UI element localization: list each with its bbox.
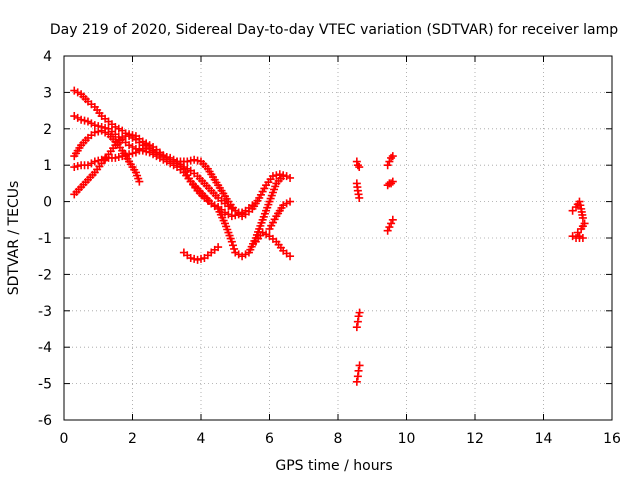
y-tick-label: 2	[43, 122, 52, 138]
y-axis-label: SDTVAR / TECUs	[6, 181, 22, 296]
data-point	[354, 312, 363, 321]
x-tick-label: 10	[398, 431, 416, 447]
x-axis-label: GPS time / hours	[275, 458, 392, 474]
data-point	[576, 201, 585, 210]
data-point	[383, 226, 392, 235]
x-tick-label: 6	[265, 431, 274, 447]
y-tick-label: -2	[38, 267, 52, 283]
y-tick-label: -1	[38, 231, 52, 247]
data-point	[228, 241, 237, 250]
data-point	[387, 219, 396, 228]
data-series	[383, 152, 397, 170]
data-point	[286, 252, 295, 261]
data-series	[265, 197, 295, 233]
data-point	[388, 177, 397, 186]
data-point	[135, 177, 144, 186]
data-point	[352, 157, 361, 166]
data-point	[279, 172, 288, 181]
data-point	[354, 366, 363, 375]
data-point	[568, 232, 577, 241]
data-point	[355, 308, 364, 317]
data-series	[70, 126, 144, 186]
grid-layer	[64, 56, 612, 420]
x-tick-label: 14	[535, 431, 553, 447]
data-series	[352, 157, 364, 172]
data-point	[230, 244, 239, 253]
data-point	[355, 193, 364, 202]
data-point	[388, 215, 397, 224]
data-point	[355, 361, 364, 370]
data-point	[214, 243, 223, 252]
data-point	[238, 212, 247, 221]
data-point	[387, 179, 396, 188]
data-point	[383, 161, 392, 170]
data-series	[352, 308, 364, 332]
data-point	[385, 223, 394, 232]
data-series	[352, 179, 364, 202]
y-tick-label: 0	[43, 195, 52, 211]
data-point	[352, 377, 361, 386]
data-series	[179, 243, 223, 264]
data-point	[575, 197, 584, 206]
y-tick-label: -4	[38, 340, 52, 356]
y-tick-label: 4	[43, 49, 52, 65]
data-series	[70, 130, 154, 199]
data-point	[385, 157, 394, 166]
x-tick-label: 4	[197, 431, 206, 447]
x-tick-label: 2	[128, 431, 137, 447]
data-point	[353, 161, 362, 170]
data-point	[286, 173, 295, 182]
data-points-layer	[70, 86, 589, 386]
y-tick-label: -6	[38, 413, 52, 429]
x-tick-label: 0	[60, 431, 69, 447]
data-point	[387, 153, 396, 162]
data-series	[383, 177, 397, 190]
data-point	[352, 323, 361, 332]
y-tick-label: -5	[38, 377, 52, 393]
x-tick-label: 12	[466, 431, 484, 447]
x-tick-label: 16	[603, 431, 621, 447]
data-series	[251, 228, 295, 261]
data-point	[578, 213, 587, 222]
x-tick-label: 8	[334, 431, 343, 447]
data-series	[352, 361, 364, 386]
data-series	[568, 197, 589, 242]
data-series	[383, 215, 397, 235]
chart-title: Day 219 of 2020, Sidereal Day-to-day VTE…	[50, 22, 618, 38]
y-tick-label: 1	[43, 158, 52, 174]
data-point	[388, 152, 397, 161]
data-point	[227, 237, 236, 246]
data-point	[573, 228, 582, 237]
data-point	[286, 197, 295, 206]
y-tick-label: -3	[38, 304, 52, 320]
data-point	[355, 163, 364, 172]
data-series	[142, 139, 247, 221]
y-tick-label: 3	[43, 85, 52, 101]
data-point	[248, 201, 257, 210]
